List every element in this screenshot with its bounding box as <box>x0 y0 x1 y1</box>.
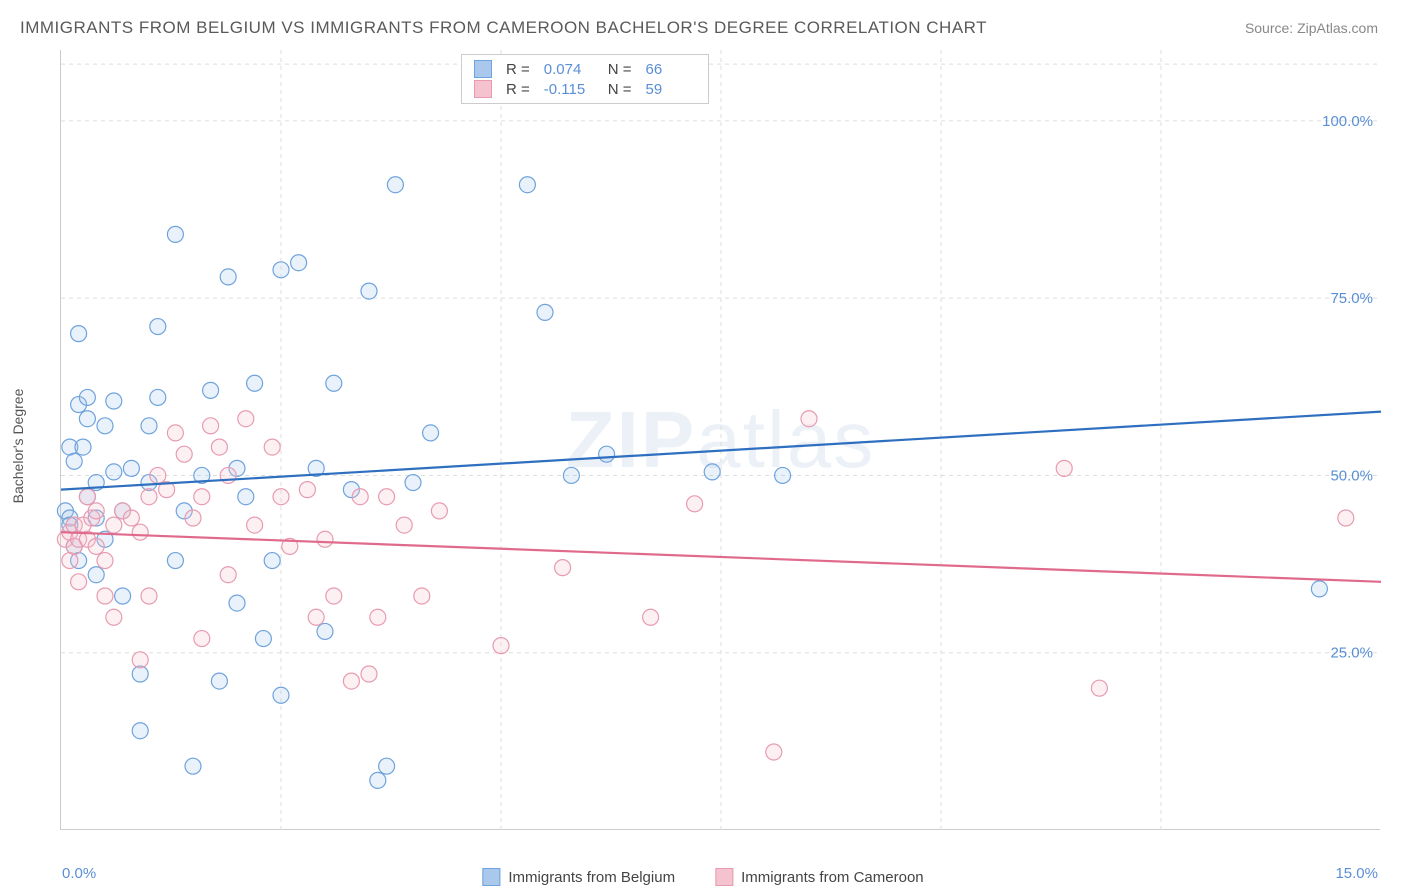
bottom-legend: Immigrants from Belgium Immigrants from C… <box>482 868 923 886</box>
legend-label: Immigrants from Cameroon <box>741 869 924 886</box>
svg-text:50.0%: 50.0% <box>1330 467 1373 484</box>
r-value: 0.074 <box>544 61 594 78</box>
source-label: Source: ZipAtlas.com <box>1245 20 1378 36</box>
n-value: 59 <box>646 81 696 98</box>
chart-title: IMMIGRANTS FROM BELGIUM VS IMMIGRANTS FR… <box>20 18 987 38</box>
x-tick-0: 0.0% <box>62 865 96 882</box>
r-label: R = <box>506 61 530 78</box>
n-label: N = <box>608 81 632 98</box>
n-value: 66 <box>646 61 696 78</box>
svg-text:100.0%: 100.0% <box>1322 113 1373 130</box>
swatch-icon <box>482 868 500 886</box>
plot-svg: 25.0% 50.0% 75.0% 100.0% <box>61 50 1380 829</box>
r-value: -0.115 <box>544 81 594 98</box>
stats-row: R = 0.074 N = 66 <box>474 59 696 79</box>
chart-container: IMMIGRANTS FROM BELGIUM VS IMMIGRANTS FR… <box>0 0 1406 892</box>
legend-item: Immigrants from Belgium <box>482 868 675 886</box>
swatch-icon <box>715 868 733 886</box>
n-label: N = <box>608 61 632 78</box>
legend-label: Immigrants from Belgium <box>508 869 675 886</box>
stats-legend: R = 0.074 N = 66 R = -0.115 N = 59 <box>461 54 709 104</box>
y-axis-label: Bachelor's Degree <box>10 389 26 504</box>
plot-area: ZIPatlas 25.0%50.0%75.0%100.0% R = 0.074… <box>60 50 1380 830</box>
legend-item: Immigrants from Cameroon <box>715 868 924 886</box>
svg-text:75.0%: 75.0% <box>1330 290 1373 307</box>
svg-text:25.0%: 25.0% <box>1330 645 1373 662</box>
swatch-icon <box>474 80 492 98</box>
stats-row: R = -0.115 N = 59 <box>474 79 696 99</box>
r-label: R = <box>506 81 530 98</box>
x-tick-15: 15.0% <box>1335 865 1378 882</box>
swatch-icon <box>474 60 492 78</box>
